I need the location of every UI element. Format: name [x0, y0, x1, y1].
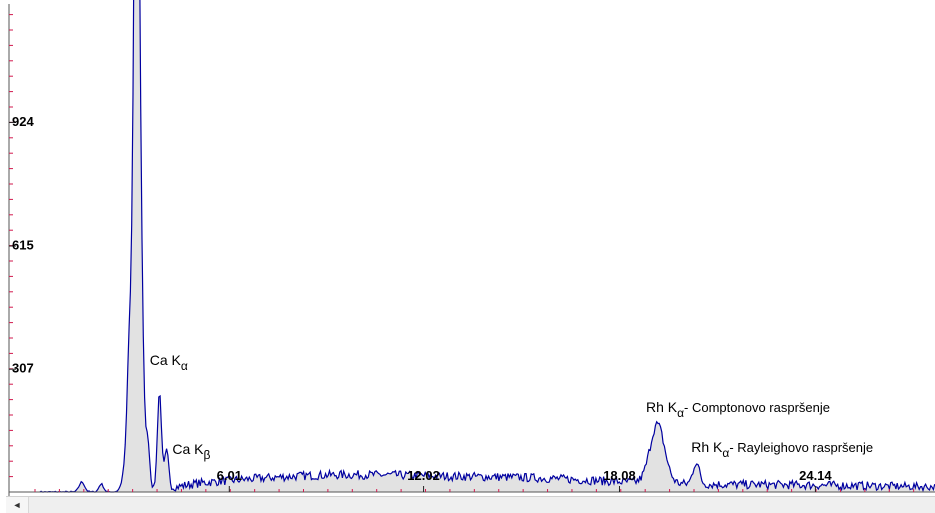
x-tick-label: 6.01 — [217, 468, 242, 483]
peak-label-rh-compton: Rh Kα- Comptonovo raspršenje — [646, 399, 830, 420]
y-tick-label: 615 — [12, 237, 34, 252]
y-tick-label: 307 — [12, 361, 34, 376]
horizontal-scrollbar[interactable]: ◄ — [6, 496, 935, 513]
spectrum-line — [39, 0, 935, 493]
peak-label-subscript: α — [181, 359, 188, 373]
peak-label-base: Rh K — [691, 439, 723, 455]
peak-label-base: Rh K — [646, 399, 678, 415]
peak-label-ca-kb: Ca Kβ — [172, 441, 210, 462]
x-tick-label: 12.02 — [407, 468, 440, 483]
peak-label-subscript: α — [722, 446, 729, 460]
peak-label-ca-ka: Ca Kα — [150, 352, 188, 373]
peak-label-suffix: - Comptonovo raspršenje — [684, 400, 830, 415]
x-tick-label: 24.14 — [799, 468, 832, 483]
peak-label-subscript: β — [204, 448, 211, 462]
peak-label-base: Ca K — [172, 441, 204, 457]
x-tick-label: 18.08 — [603, 468, 636, 483]
scroll-left-arrow-icon[interactable]: ◄ — [6, 497, 29, 513]
peak-label-subscript: α — [677, 406, 684, 420]
spectrum-area — [39, 0, 935, 492]
peak-label-rh-rayleigh: Rh Kα- Rayleighovo raspršenje — [691, 439, 873, 460]
peak-label-suffix: - Rayleighovo raspršenje — [729, 440, 873, 455]
peak-label-base: Ca K — [150, 352, 182, 368]
y-tick-label: 924 — [12, 114, 34, 129]
